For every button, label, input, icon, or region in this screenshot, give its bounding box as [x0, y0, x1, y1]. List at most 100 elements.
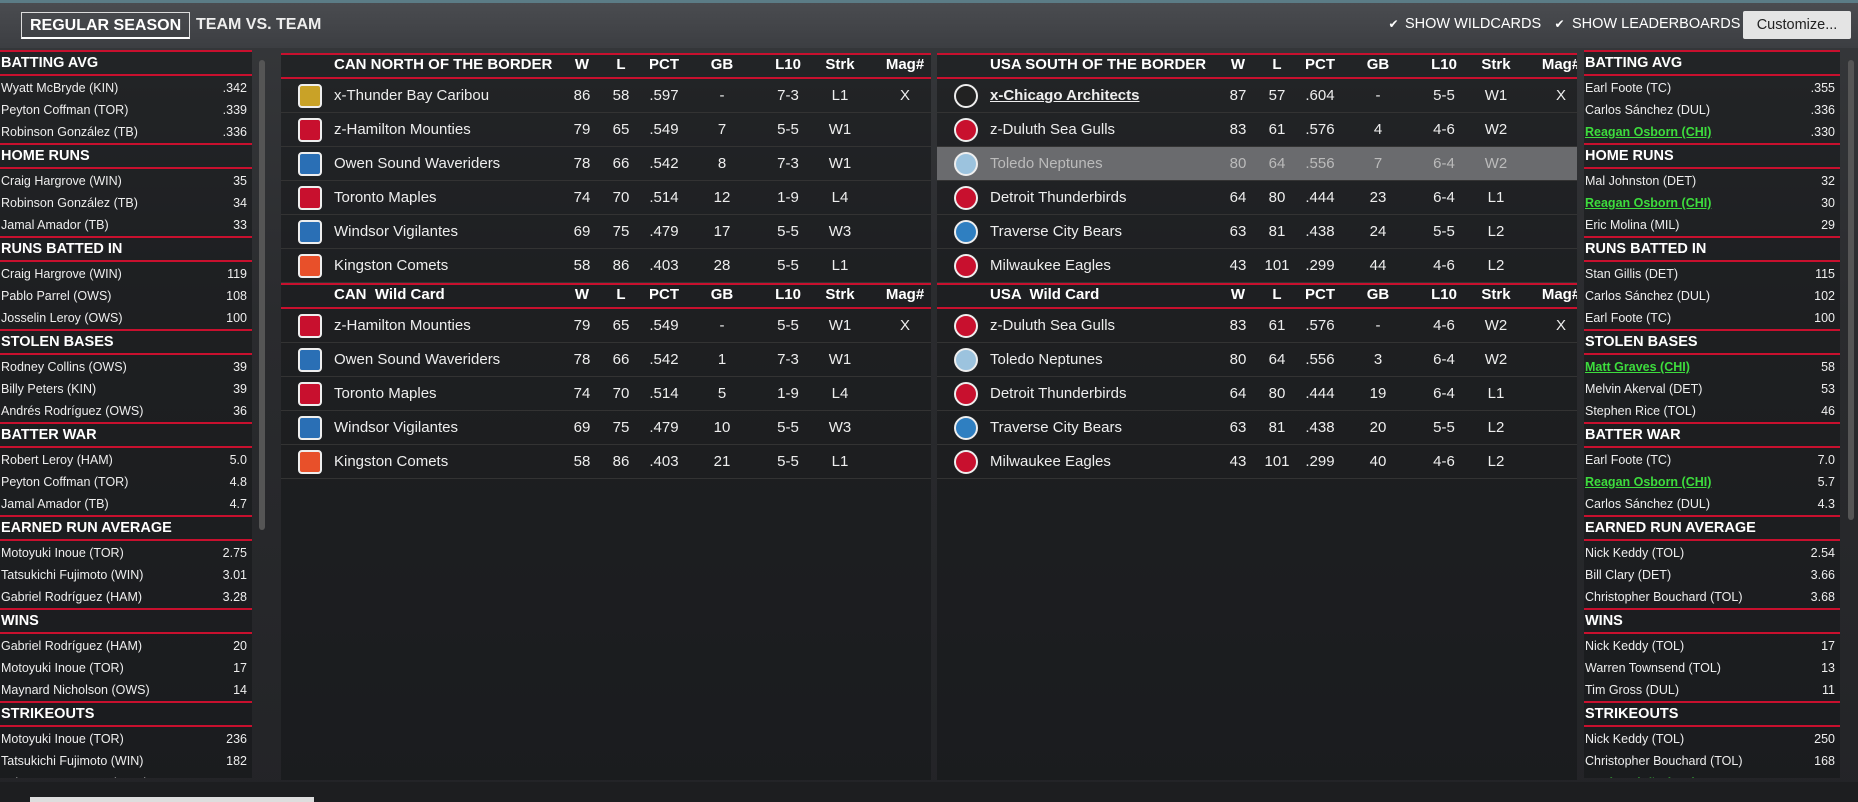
cell: .514 — [649, 385, 679, 402]
team-logo — [954, 450, 978, 474]
tab[interactable]: REGULAR SEASON — [21, 12, 191, 39]
team-name[interactable]: Kingston Comets — [334, 453, 449, 470]
team-row[interactable] — [937, 113, 1577, 147]
cell: 80 — [1268, 189, 1286, 206]
team-name[interactable]: Windsor Vigilantes — [334, 223, 458, 240]
team-row[interactable] — [937, 181, 1577, 215]
leader-name: Andrés Rodríguez (OWS) — [1, 404, 144, 418]
cell: L1 — [1487, 385, 1505, 402]
cell: L2 — [1487, 419, 1505, 436]
leader-name: Robert Leroy (HAM) — [1, 453, 113, 467]
leader-name: Peyton Coffman (TOR) — [1, 475, 129, 489]
team-name[interactable]: z-Duluth Sea Gulls — [990, 317, 1116, 334]
team-row[interactable] — [937, 309, 1577, 343]
cell: 64 — [1268, 351, 1286, 368]
team-name[interactable]: z-Hamilton Mounties — [334, 317, 471, 334]
right-leaders: BATTING AVG Earl Foote (TC) .355 Carlos Sán… — [1584, 50, 1840, 778]
team-name[interactable]: x-Chicago Architects — [990, 87, 1140, 104]
team-name[interactable]: Milwaukee Eagles — [990, 453, 1111, 470]
bottom-tab[interactable] — [30, 797, 314, 802]
scrollbar[interactable] — [259, 60, 265, 530]
cell: 66 — [612, 351, 630, 368]
team-row[interactable] — [281, 445, 931, 479]
option-label[interactable]: SHOW LEADERBOARDS — [1572, 16, 1741, 32]
cell: .556 — [1305, 351, 1335, 368]
team-logo — [954, 314, 978, 338]
team-row[interactable] — [281, 343, 931, 377]
team-row[interactable] — [281, 377, 931, 411]
team-row[interactable] — [937, 343, 1577, 377]
team-row[interactable] — [281, 79, 931, 113]
cell: X — [1555, 87, 1566, 104]
cell: 63 — [1229, 419, 1247, 436]
team-row[interactable] — [281, 113, 931, 147]
team-name[interactable]: x-Thunder Bay Caribou — [334, 87, 490, 104]
team-name[interactable]: Detroit Thunderbirds — [990, 385, 1127, 402]
leader-name[interactable]: Reagan Osborn (CHI) — [1585, 475, 1712, 489]
team-name[interactable]: Traverse City Bears — [990, 223, 1122, 240]
team-row[interactable] — [281, 215, 931, 249]
team-name[interactable]: Owen Sound Waveriders — [334, 155, 501, 172]
cell: 58 — [573, 453, 591, 470]
team-row[interactable] — [281, 147, 931, 181]
leader-name: Carlos Sánchez (DUL) — [1585, 289, 1711, 303]
team-row[interactable] — [281, 411, 931, 445]
cell: 86 — [573, 87, 591, 104]
option-label[interactable]: SHOW WILDCARDS — [1405, 16, 1542, 32]
team-row[interactable] — [281, 181, 931, 215]
team-name[interactable]: Toronto Maples — [334, 385, 437, 402]
team-name[interactable]: Detroit Thunderbirds — [990, 189, 1127, 206]
team-row[interactable] — [937, 377, 1577, 411]
team-row[interactable] — [937, 445, 1577, 479]
team-row[interactable] — [937, 411, 1577, 445]
leader-name: Tim Gross (DUL) — [1585, 683, 1679, 697]
team-name[interactable]: Milwaukee Eagles — [990, 257, 1111, 274]
leader-name[interactable]: Reagan Osborn (CHI) — [1585, 196, 1712, 210]
leader-value: 2.54 — [1810, 546, 1835, 560]
cell: .403 — [649, 257, 679, 274]
scrollbar[interactable] — [1848, 60, 1854, 520]
cell: 6-4 — [1433, 155, 1455, 172]
team-row[interactable] — [937, 79, 1577, 113]
leader-name: Warren Townsend (TOL) — [1585, 661, 1721, 675]
cell: .444 — [1305, 189, 1335, 206]
leader-name: Mal Johnston (DET) — [1585, 174, 1697, 188]
team-row[interactable] — [281, 309, 931, 343]
cell: W1 — [828, 317, 852, 334]
cell: 12 — [713, 189, 731, 206]
cell: L2 — [1487, 453, 1505, 470]
team-name[interactable]: Toronto Maples — [334, 189, 437, 206]
leader-value: 4.8 — [229, 475, 247, 489]
cell: 43 — [1229, 453, 1247, 470]
checkbox[interactable]: ✔ — [1554, 17, 1565, 31]
left-leaders-panel: BATTING AVG Wyatt McBryde (KIN) .342 Peyton… — [0, 50, 252, 778]
leader-value: 168 — [1814, 754, 1835, 768]
column-header: W — [1230, 286, 1246, 303]
leader-value: 58 — [1821, 360, 1835, 374]
cell: 86 — [612, 453, 630, 470]
leader-name[interactable]: José Cedeño (CHI) — [1585, 772, 1696, 778]
leader-name: Josselin Leroy (OWS) — [1, 311, 123, 325]
team-logo — [298, 186, 322, 210]
team-name[interactable]: z-Hamilton Mounties — [334, 121, 471, 138]
team-name[interactable]: Toledo Neptunes — [990, 351, 1103, 368]
cell: 4-6 — [1433, 453, 1455, 470]
team-row[interactable] — [281, 249, 931, 283]
team-name[interactable]: Traverse City Bears — [990, 419, 1122, 436]
cell: W1 — [828, 351, 852, 368]
team-row[interactable] — [937, 249, 1577, 283]
cell: 24 — [1369, 223, 1387, 240]
customize-button[interactable]: Customize... — [1743, 11, 1851, 39]
team-row[interactable] — [937, 147, 1577, 181]
team-row[interactable] — [937, 215, 1577, 249]
leader-name[interactable]: Matt Graves (CHI) — [1585, 360, 1690, 374]
checkbox[interactable]: ✔ — [1388, 17, 1399, 31]
team-name[interactable]: Windsor Vigilantes — [334, 419, 458, 436]
tab[interactable]: TEAM VS. TEAM — [196, 16, 322, 33]
leader-name[interactable]: Reagan Osborn (CHI) — [1585, 125, 1712, 139]
team-name[interactable]: Toledo Neptunes — [990, 155, 1103, 172]
team-name[interactable]: Kingston Comets — [334, 257, 449, 274]
leader-value: 11 — [1822, 683, 1835, 697]
team-name[interactable]: z-Duluth Sea Gulls — [990, 121, 1116, 138]
team-name[interactable]: Owen Sound Waveriders — [334, 351, 501, 368]
